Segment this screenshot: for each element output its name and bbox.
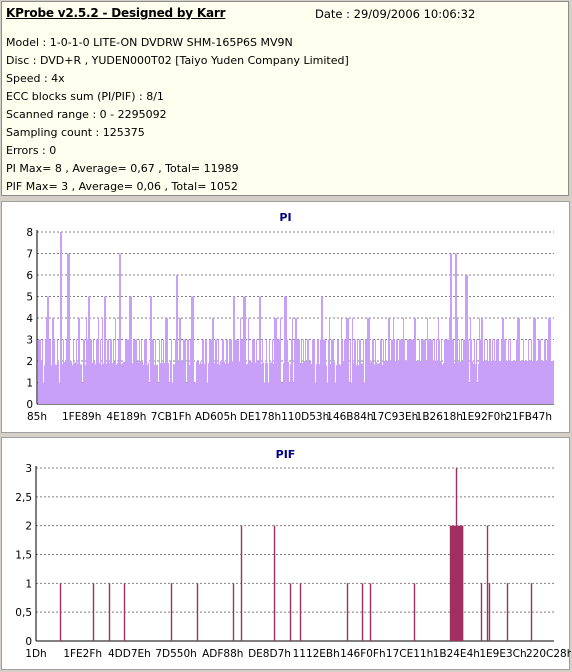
pi-y-tick: 1 (26, 378, 33, 390)
pif-bar (450, 525, 464, 641)
info-ecc: ECC blocks sum (PI/PIF) : 8/1 (6, 90, 164, 103)
pi-x-tick: 1B2618h (416, 411, 463, 423)
pif-y-tick: 2,5 (15, 492, 32, 504)
pif-y-tick: 3 (25, 463, 32, 475)
pif-y-tick: 0,5 (15, 607, 32, 619)
pi-x-tick: 110D53h (281, 411, 329, 423)
pi-y-tick: 6 (26, 270, 33, 282)
app-title: KProbe v2.5.2 - Designed by Karr (6, 6, 226, 20)
pi-x-tick: 4E189h (106, 411, 146, 423)
pi-x-tick: 7CB1Fh (151, 411, 192, 423)
pif-x-tick: 17CE11h (386, 648, 433, 660)
pi-y-tick: 7 (26, 249, 33, 261)
pi-x-tick: 146B84h (326, 411, 373, 423)
pif-y-tick: 1,5 (15, 550, 32, 562)
pi-chart: 0 1 2 3 4 5 6 7 8 85h 1FE89h 4E189h 7CB1Fh AD605h DE17… (26, 227, 554, 423)
pi-x-tick: DE178h (240, 411, 281, 423)
pif-x-tick: 1B24E4h (433, 648, 480, 660)
pif-bars (59, 468, 533, 641)
pi-y-tick: 4 (26, 313, 33, 325)
pi-y-tick: 2 (26, 356, 33, 368)
pi-x-tick: 17C93Eh (371, 411, 418, 423)
pif-x-tick: 1Dh (25, 648, 46, 660)
pif-chart-panel: PIF 0 0,5 1 1,5 2 2,5 3 1Dh 1FE2Fh 4DD7Eh 7D550h AD… (1, 437, 571, 670)
pi-x-tick: 1FE89h (62, 411, 101, 423)
pif-x-tick: 220C28h (526, 648, 571, 660)
pif-y-tick: 0 (25, 636, 32, 648)
pi-x-tick: 1E92F0h (461, 411, 507, 423)
pif-x-tick: 7D550h (155, 648, 196, 660)
info-speed: Speed : 4x (6, 72, 65, 85)
pi-y-tick: 8 (26, 227, 33, 239)
pif-x-tick: 1FE2Fh (63, 648, 102, 660)
pi-x-tick: 85h (27, 411, 47, 423)
pif-x-tick: 1E9E3Ch (479, 648, 526, 660)
pi-chart-panel: PI 0 1 2 3 4 5 6 7 8 85h 1FE89h 4E189h 7CB1Fh AD605h D… (1, 201, 570, 433)
scan-date: Date : 29/09/2006 10:06:32 (315, 7, 476, 21)
pi-y-tick: 5 (26, 292, 33, 304)
pif-x-tick: DE8D7h (248, 648, 291, 660)
pif-x-tick: 4DD7Eh (108, 648, 151, 660)
info-range: Scanned range : 0 - 2295092 (6, 108, 167, 121)
pi-y-tick: 0 (26, 399, 33, 411)
info-sampling: Sampling count : 125375 (6, 126, 145, 139)
info-model: Model : 1-0-1-0 LITE-ON DVDRW SHM-165P6S… (6, 36, 293, 49)
pif-x-tick: 1112EBh (293, 648, 340, 660)
pif-x-tick: 146F0Fh (340, 648, 385, 660)
pi-x-tick: 21FB47h (505, 411, 552, 423)
info-pi: PI Max= 8 , Average= 0,67 , Total= 11989 (6, 162, 239, 175)
pi-chart-title: PI (279, 211, 292, 224)
pif-x-tick: ADF88h (202, 648, 243, 660)
pif-y-tick: 2 (25, 521, 32, 533)
pif-y-tick: 1 (25, 578, 32, 590)
info-panel: KProbe v2.5.2 - Designed by Karr Date : … (1, 1, 569, 196)
info-pif: PIF Max= 3 , Average= 0,06 , Total= 1052 (6, 180, 238, 193)
info-errors: Errors : 0 (6, 144, 57, 157)
pi-y-tick: 3 (26, 335, 33, 347)
pif-chart: 0 0,5 1 1,5 2 2,5 3 1Dh 1FE2Fh 4DD7Eh 7D550h ADF88h… (15, 463, 571, 660)
pi-x-tick: AD605h (195, 411, 237, 423)
pif-chart-title: PIF (275, 448, 296, 461)
pi-bars (38, 232, 554, 404)
info-disc: Disc : DVD+R , YUDEN000T02 [Taiyo Yuden … (6, 54, 349, 67)
